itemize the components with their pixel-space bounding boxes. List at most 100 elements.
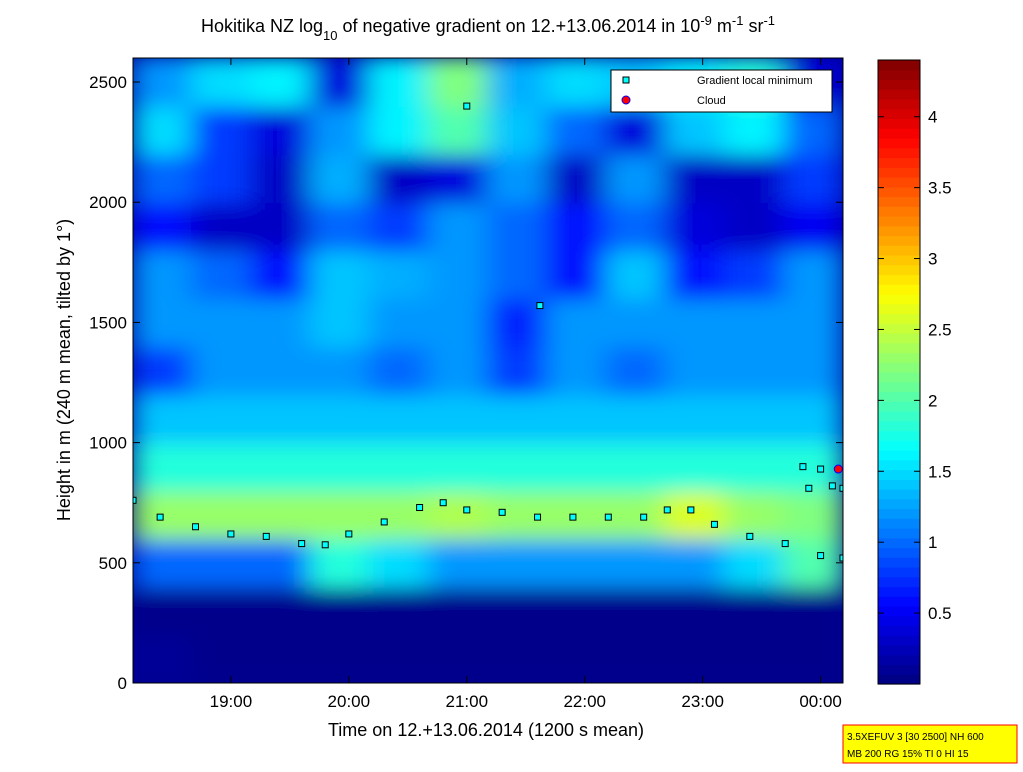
heat-cell [368, 105, 430, 156]
x-tick-label: 19:00 [210, 692, 253, 711]
heat-cell [546, 489, 608, 540]
gradient-minimum-point [536, 302, 544, 310]
heat-cell [664, 153, 726, 204]
gradient-minimum-point [498, 508, 506, 516]
colorbar-step [878, 586, 920, 597]
colorbar-step [878, 206, 920, 217]
heat-cell [546, 585, 608, 636]
colorbar-step [878, 606, 920, 617]
title-part: m [712, 16, 732, 36]
heat-cell [487, 393, 549, 444]
colorbar-step [878, 89, 920, 100]
colorbar-step [878, 255, 920, 266]
heat-cell [133, 441, 194, 492]
gradient-minimum-point [156, 513, 164, 521]
heat-cell [723, 585, 785, 636]
colorbar-step [878, 411, 920, 422]
colorbar-tick-label: 2 [928, 391, 937, 410]
colorbar-tick-label: 2.5 [928, 320, 952, 339]
info-line: MB 200 RG 15% TI 0 HI 15 [847, 749, 969, 760]
heat-cell [605, 585, 667, 636]
heat-cell [133, 201, 194, 252]
heat-cell [664, 105, 726, 156]
colorbar-step [878, 99, 920, 110]
gradient-minimum-point [687, 506, 695, 514]
heat-cell [605, 345, 667, 396]
legend: Gradient local minimum Cloud [610, 69, 833, 113]
colorbar-step [878, 635, 920, 646]
gradient-minimum-point [463, 506, 471, 514]
colorbar-step [878, 450, 920, 461]
heat-cell [664, 585, 726, 636]
heat-cell [664, 441, 726, 492]
gradient-minimum-point [781, 540, 789, 548]
heat-cell [191, 393, 253, 444]
heat-cell [191, 585, 253, 636]
heat-cell [133, 297, 194, 348]
colorbar-step [878, 469, 920, 480]
heat-cell [368, 297, 430, 348]
heat-cell [309, 201, 371, 252]
heat-cell [368, 393, 430, 444]
colorbar-step [878, 225, 920, 237]
colorbar-step [878, 430, 920, 441]
colorbar-step [878, 518, 920, 529]
heat-cell [487, 537, 549, 588]
gradient-minimum-point [710, 520, 718, 528]
colorbar-tick-label: 0.5 [928, 604, 952, 623]
heat-cell [309, 585, 371, 636]
heat-cell [133, 633, 194, 683]
heat-cell [546, 201, 608, 252]
colorbar-step [878, 216, 920, 227]
heat-cell [723, 441, 785, 492]
heat-cell [368, 58, 430, 108]
heat-cell [309, 537, 371, 588]
colorbar-step [878, 245, 920, 256]
heat-cell [782, 249, 843, 300]
y-tick-label: 1500 [89, 313, 127, 332]
heat-cell [368, 441, 430, 492]
info-box: 3.5XEFUV 3 [30 2500] NH 600 MB 200 RG 15… [842, 724, 1018, 764]
heat-cell [605, 489, 667, 540]
heat-cell [487, 249, 549, 300]
colorbar-step [878, 498, 920, 510]
colorbar-step [878, 625, 920, 636]
colorbar-step [878, 294, 920, 305]
heat-cell [546, 345, 608, 396]
heat-cell [309, 105, 371, 156]
heat-cell [664, 537, 726, 588]
colorbar-tick-label: 3 [928, 250, 937, 269]
colorbar-step [878, 196, 920, 207]
colorbar-step [878, 508, 920, 519]
heat-cell [368, 249, 430, 300]
heat-cell [309, 153, 371, 204]
colorbar-step [878, 128, 920, 139]
heat-cell [487, 58, 549, 108]
heat-cell [133, 105, 194, 156]
heatmap-cells [133, 58, 843, 683]
gradient-minimum-point [133, 496, 137, 504]
heat-cell [664, 633, 726, 683]
heat-cell [723, 537, 785, 588]
heat-cell [664, 249, 726, 300]
heat-cell [782, 537, 843, 588]
heat-cell [782, 633, 843, 683]
colorbar-step [878, 372, 920, 383]
heat-cell [427, 297, 489, 348]
heat-cell [782, 297, 843, 348]
colorbar-step [878, 489, 920, 500]
colorbar-tick-label: 1.5 [928, 462, 952, 481]
heat-cell [250, 345, 312, 396]
heat-cell [250, 489, 312, 540]
gradient-minimum-point [604, 513, 612, 521]
heat-cell [133, 585, 194, 636]
plot-frame [132, 57, 844, 684]
x-tick-label: 23:00 [681, 692, 724, 711]
heat-cell [368, 633, 430, 683]
colorbar-step [878, 381, 920, 393]
title-part: Hokitika NZ log [201, 16, 323, 36]
heat-cell [250, 201, 312, 252]
heat-cell [546, 105, 608, 156]
colorbar-frame [877, 59, 921, 685]
heat-cell [368, 585, 430, 636]
